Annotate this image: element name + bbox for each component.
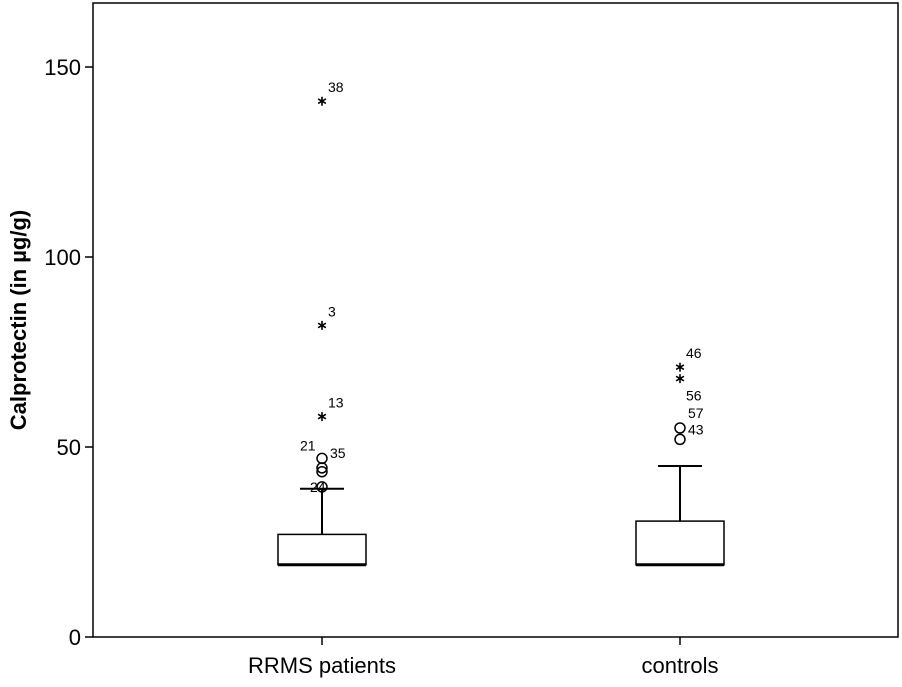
outlier-point <box>316 481 328 493</box>
y-axis-label: Calprotectin (in µg/g) <box>6 210 31 430</box>
outlier-label: 21 <box>300 437 316 453</box>
outlier-label: 43 <box>688 421 704 437</box>
outlier-label: 57 <box>688 405 704 421</box>
extreme-point <box>317 412 327 422</box>
extreme-point <box>675 362 685 372</box>
extreme-point <box>675 374 685 384</box>
outlier-point <box>674 422 686 434</box>
extreme-label: 38 <box>328 79 344 95</box>
y-tick-label: 0 <box>69 625 81 650</box>
x-tick-label: RRMS patients <box>248 653 396 678</box>
extreme-label: 46 <box>686 345 702 361</box>
extreme-label: 56 <box>686 388 702 404</box>
box-0: 21 35 24 38 3 13 <box>277 79 367 567</box>
x-tick-label: controls <box>641 653 718 678</box>
extreme-point <box>317 96 327 106</box>
extreme-label: 13 <box>328 395 344 411</box>
y-tick-label: 100 <box>44 245 81 270</box>
extreme-label: 3 <box>328 303 336 319</box>
box-iqr <box>277 533 367 566</box>
y-axis: 0 50 100 150 <box>44 55 93 650</box>
y-tick-label: 150 <box>44 55 81 80</box>
x-axis: RRMS patients controls <box>248 637 719 678</box>
outlier-point <box>316 462 328 474</box>
extreme-point <box>317 320 327 330</box>
y-tick-label: 50 <box>57 435 81 460</box>
outlier-label: 35 <box>330 445 346 461</box>
outlier-label: 24 <box>310 479 326 495</box>
outlier-point <box>674 433 686 446</box>
outlier-point <box>316 465 328 478</box>
plot-frame <box>92 2 899 638</box>
box-iqr <box>635 520 725 566</box>
